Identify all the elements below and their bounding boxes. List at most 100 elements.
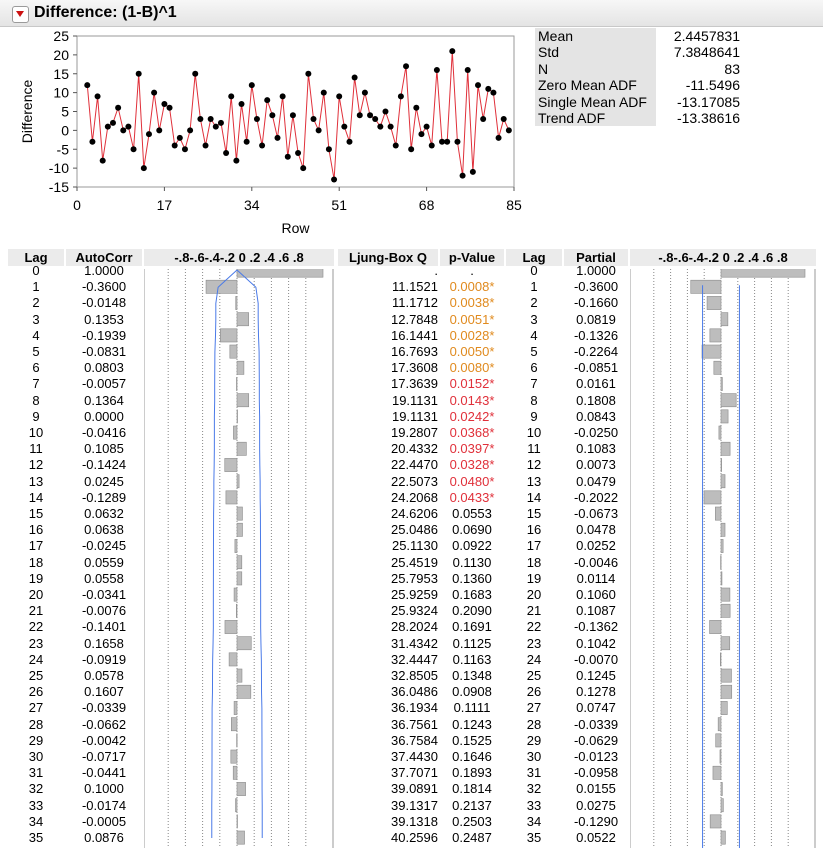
data-point[interactable] bbox=[166, 104, 173, 111]
data-point[interactable] bbox=[295, 150, 302, 157]
data-point[interactable] bbox=[171, 142, 178, 149]
data-point[interactable] bbox=[485, 85, 492, 92]
data-point[interactable] bbox=[444, 138, 451, 145]
data-point[interactable] bbox=[269, 112, 276, 119]
data-point[interactable] bbox=[94, 93, 101, 100]
data-point[interactable] bbox=[115, 104, 122, 111]
col-header-pacf-scale[interactable]: -.8-.6-.4-.2 0 .2 .4 .6 .8 bbox=[630, 249, 816, 266]
p-value-cell: 0.0038* bbox=[449, 295, 495, 311]
data-point[interactable] bbox=[408, 146, 415, 153]
data-point[interactable] bbox=[413, 104, 420, 111]
data-point[interactable] bbox=[130, 146, 137, 153]
data-point[interactable] bbox=[377, 123, 384, 130]
data-point[interactable] bbox=[253, 116, 260, 123]
col-header-p-value[interactable]: p-Value bbox=[440, 249, 504, 266]
col-header-lag-partial[interactable]: Lag bbox=[506, 249, 562, 266]
data-point[interactable] bbox=[423, 123, 430, 130]
data-point[interactable] bbox=[89, 138, 96, 145]
data-point[interactable] bbox=[500, 116, 507, 123]
data-point[interactable] bbox=[145, 131, 152, 138]
col-header-lag[interactable]: Lag bbox=[8, 249, 64, 266]
data-point[interactable] bbox=[289, 112, 296, 119]
data-point[interactable] bbox=[320, 89, 327, 96]
correlation-bar bbox=[690, 279, 722, 294]
red-triangle-menu-icon[interactable] bbox=[12, 6, 29, 23]
col-header-partial[interactable]: Partial bbox=[564, 249, 628, 266]
data-point[interactable] bbox=[325, 146, 332, 153]
data-point[interactable] bbox=[187, 127, 194, 134]
data-point[interactable] bbox=[217, 119, 224, 126]
data-point[interactable] bbox=[367, 112, 374, 119]
stat-row: Mean 2.4457831 bbox=[535, 28, 740, 45]
data-point[interactable] bbox=[315, 127, 322, 134]
data-point[interactable] bbox=[475, 82, 482, 89]
data-point[interactable] bbox=[346, 138, 353, 145]
data-point[interactable] bbox=[495, 134, 502, 141]
data-point[interactable] bbox=[264, 97, 271, 104]
data-point[interactable] bbox=[223, 150, 230, 157]
data-point[interactable] bbox=[212, 123, 219, 130]
data-point[interactable] bbox=[418, 131, 425, 138]
data-point[interactable] bbox=[120, 127, 127, 134]
data-point[interactable] bbox=[433, 66, 440, 73]
data-point[interactable] bbox=[305, 70, 312, 77]
data-point[interactable] bbox=[99, 157, 106, 164]
report-title: Difference: (1-B)^1 bbox=[34, 4, 177, 21]
data-point[interactable] bbox=[336, 93, 343, 100]
data-point[interactable] bbox=[181, 146, 188, 153]
col-header-autocorr[interactable]: AutoCorr bbox=[66, 249, 142, 266]
data-point[interactable] bbox=[243, 138, 250, 145]
data-point[interactable] bbox=[439, 138, 446, 145]
correlation-bar bbox=[229, 344, 238, 359]
data-point[interactable] bbox=[403, 63, 410, 70]
col-header-acf-scale[interactable]: -.8-.6-.4-.2 0 .2 .4 .6 .8 bbox=[144, 249, 334, 266]
data-point[interactable] bbox=[449, 48, 456, 55]
data-point[interactable] bbox=[279, 93, 286, 100]
data-point[interactable] bbox=[192, 70, 199, 77]
data-point[interactable] bbox=[331, 176, 338, 183]
data-point[interactable] bbox=[202, 142, 209, 149]
data-point[interactable] bbox=[361, 89, 368, 96]
data-point[interactable] bbox=[397, 93, 404, 100]
data-point[interactable] bbox=[109, 119, 116, 126]
data-point[interactable] bbox=[197, 116, 204, 123]
data-point[interactable] bbox=[151, 89, 158, 96]
data-point[interactable] bbox=[238, 100, 245, 107]
data-point[interactable] bbox=[125, 123, 132, 130]
data-point[interactable] bbox=[372, 116, 379, 123]
data-point[interactable] bbox=[382, 108, 389, 115]
data-point[interactable] bbox=[490, 89, 497, 96]
data-point[interactable] bbox=[392, 142, 399, 149]
data-point[interactable] bbox=[480, 116, 487, 123]
data-point[interactable] bbox=[505, 127, 512, 134]
data-point[interactable] bbox=[176, 134, 183, 141]
autocorr-cell: -0.0831 bbox=[81, 344, 127, 359]
data-point[interactable] bbox=[259, 142, 266, 149]
data-point[interactable] bbox=[207, 116, 214, 123]
data-point[interactable] bbox=[387, 123, 394, 130]
data-point[interactable] bbox=[140, 165, 147, 172]
data-point[interactable] bbox=[469, 168, 476, 175]
data-point[interactable] bbox=[356, 112, 363, 119]
col-header-ljung-box[interactable]: Ljung-Box Q bbox=[338, 249, 438, 266]
data-point[interactable] bbox=[284, 153, 291, 160]
data-point[interactable] bbox=[233, 157, 240, 164]
data-point[interactable] bbox=[300, 165, 307, 172]
data-point[interactable] bbox=[161, 100, 168, 107]
data-point[interactable] bbox=[341, 123, 348, 130]
data-point[interactable] bbox=[428, 142, 435, 149]
data-point[interactable] bbox=[351, 74, 358, 81]
data-point[interactable] bbox=[248, 82, 255, 89]
data-point[interactable] bbox=[310, 116, 317, 123]
data-point[interactable] bbox=[454, 138, 461, 145]
data-point[interactable] bbox=[104, 123, 111, 130]
data-point[interactable] bbox=[156, 127, 163, 134]
data-point[interactable] bbox=[84, 82, 91, 89]
data-point[interactable] bbox=[459, 172, 466, 179]
correlation-bar bbox=[703, 490, 722, 505]
data-point[interactable] bbox=[228, 93, 235, 100]
data-point[interactable] bbox=[464, 66, 471, 73]
partial-cell: -0.2022 bbox=[573, 489, 619, 505]
data-point[interactable] bbox=[274, 134, 281, 141]
data-point[interactable] bbox=[135, 70, 142, 77]
